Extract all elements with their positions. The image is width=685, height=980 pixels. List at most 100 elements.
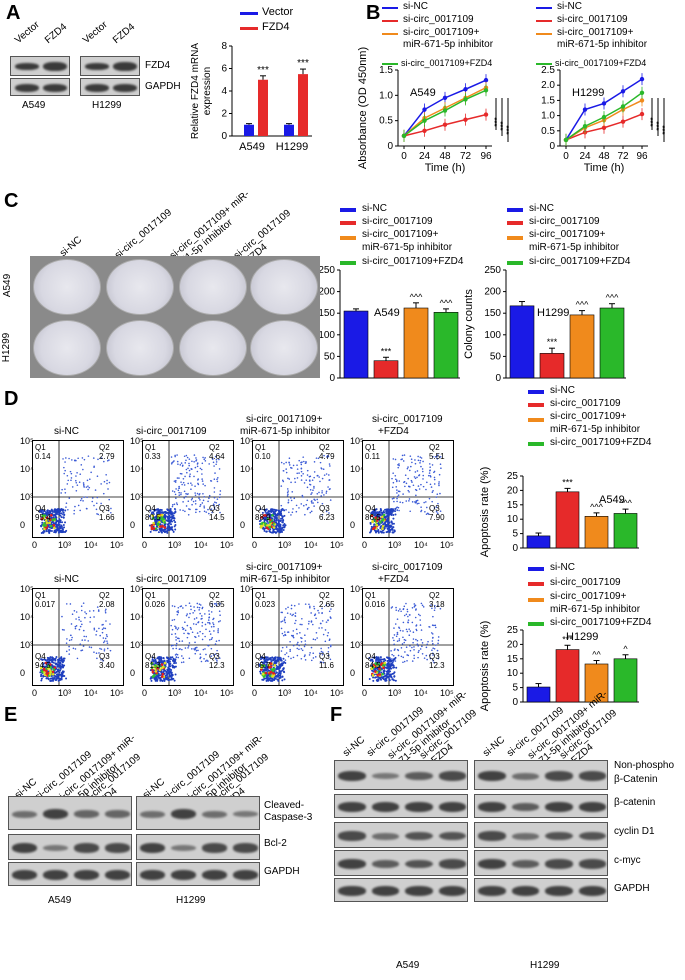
event-dot [440, 467, 442, 469]
blot-gapdh-a549 [10, 78, 70, 96]
event-dot [181, 640, 184, 642]
event-dot [375, 519, 379, 522]
legend-label: si-circ_0017109+FZD4 [362, 256, 464, 267]
event-dot [397, 654, 400, 657]
event-dot [290, 604, 293, 607]
event-dot [52, 516, 55, 519]
event-dot [207, 621, 209, 624]
event-dot [292, 613, 295, 616]
event-dot [425, 654, 428, 657]
event-dot [161, 679, 164, 682]
event-dot [281, 620, 284, 622]
event-dot [174, 633, 177, 635]
event-dot [204, 623, 207, 626]
event-dot [208, 616, 210, 619]
colony-dish [179, 259, 247, 315]
event-dot [280, 530, 283, 533]
quadrant-label: Q2 [429, 443, 440, 452]
event-dot [409, 614, 411, 616]
event-dot [41, 521, 44, 524]
event-dot [39, 671, 42, 674]
quadrant-value: 0.14 [35, 452, 51, 461]
event-dot [88, 646, 91, 648]
event-dot [269, 510, 272, 513]
event-dot [52, 658, 55, 661]
event-dot [204, 660, 207, 662]
event-dot [106, 640, 108, 642]
event-dot [170, 624, 172, 627]
legend-label: si-circ_0017109+FZD4 [550, 437, 652, 448]
event-dot [61, 628, 64, 631]
event-dot [86, 496, 88, 499]
event-dot [277, 679, 280, 682]
event-dot [425, 501, 427, 503]
flow-plot: Q1 0.016 Q2 3.18 Q3 12.3 Q4 84.5 [362, 588, 454, 686]
event-dot [434, 607, 436, 609]
event-dot [104, 637, 107, 640]
event-dot [56, 511, 59, 514]
y-tick-label: 250 [484, 265, 501, 276]
event-dot [419, 648, 422, 650]
event-dot [288, 478, 291, 480]
event-dot [328, 604, 331, 606]
event-dot [48, 531, 51, 534]
y-tick-label: 10 [507, 514, 519, 525]
event-dot [40, 677, 43, 680]
event-dot [218, 458, 220, 461]
event-dot [374, 516, 377, 519]
event-dot [167, 658, 170, 661]
event-dot [177, 656, 180, 659]
event-dot [69, 634, 72, 637]
event-dot [394, 458, 397, 461]
quadrant-label: Q3 [209, 652, 220, 661]
event-dot [75, 611, 78, 613]
event-dot [369, 521, 372, 524]
quadrant-label: Q2 [99, 443, 110, 452]
event-dot [300, 479, 303, 481]
event-dot [271, 679, 274, 682]
event-dot [74, 625, 77, 628]
event-dot [309, 488, 312, 491]
event-dot [209, 479, 212, 482]
event-dot [313, 605, 315, 608]
event-dot [168, 673, 171, 676]
event-dot [152, 659, 155, 662]
event-dot [152, 511, 155, 514]
flow-y-tick: 10³ [20, 640, 34, 650]
event-dot [290, 607, 293, 610]
event-dot [183, 632, 185, 635]
event-dot [405, 500, 408, 502]
event-dot [68, 639, 71, 642]
event-dot [388, 670, 391, 673]
event-dot [401, 454, 404, 457]
event-dot [48, 518, 52, 522]
event-dot [315, 457, 318, 459]
event-dot [207, 508, 209, 511]
event-dot [63, 526, 66, 529]
event-dot [204, 484, 206, 487]
row-label: β-catenin [614, 797, 656, 808]
event-dot [173, 662, 176, 665]
event-dot [433, 661, 435, 664]
event-dot [389, 675, 392, 678]
event-dot [191, 497, 194, 500]
event-dot [418, 649, 420, 652]
event-dot [259, 524, 263, 528]
event-dot [279, 674, 282, 677]
legend-label: miR-671-5p inhibitor [403, 39, 494, 50]
event-dot [163, 678, 166, 681]
event-dot [167, 517, 170, 520]
event-dot [168, 509, 171, 512]
event-dot [374, 670, 377, 673]
event-dot [83, 496, 85, 498]
event-dot [276, 530, 279, 533]
event-dot [95, 652, 98, 654]
event-dot [58, 673, 61, 676]
event-dot [268, 530, 271, 533]
event-dot [185, 505, 188, 507]
event-dot [156, 666, 159, 670]
flow-y-tick: 0 [350, 520, 356, 530]
event-dot [432, 659, 434, 662]
chart-label: H1299 [537, 307, 569, 319]
event-dot [439, 456, 442, 458]
